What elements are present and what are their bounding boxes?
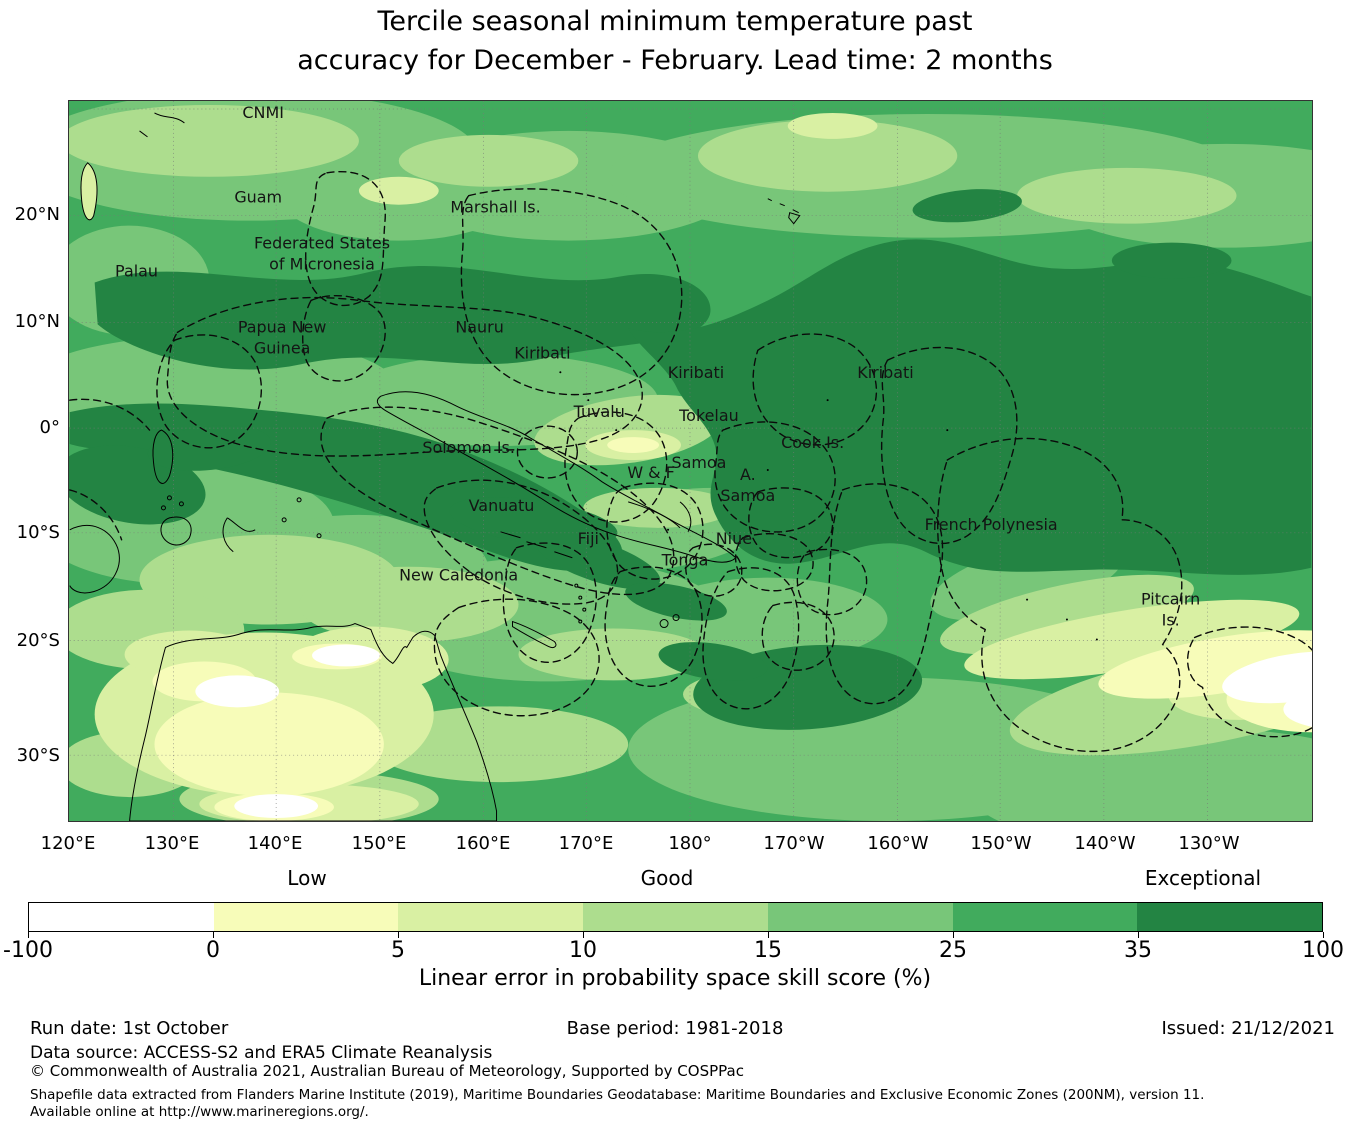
x-tick-label: 170°W bbox=[763, 833, 825, 854]
y-tick-label: 10°N bbox=[14, 311, 60, 332]
y-tick-label: 0° bbox=[39, 417, 60, 438]
map-canvas: CNMI Guam Marshall Is. Federated States of M… bbox=[69, 101, 1312, 821]
copyright-text: © Commonwealth of Australia 2021, Austra… bbox=[30, 1062, 744, 1080]
region-label-tokelau: Tokelau bbox=[678, 406, 739, 425]
y-tick-label: 20°N bbox=[14, 204, 60, 225]
data-source-text: Data source: ACCESS-S2 and ERA5 Climate … bbox=[30, 1043, 493, 1063]
x-tick-label: 160°W bbox=[867, 833, 929, 854]
region-label-vanuatu: Vanuatu bbox=[469, 496, 535, 515]
coastlines bbox=[69, 112, 801, 821]
colorbar-segment bbox=[583, 903, 768, 931]
figure-title-line2: accuracy for December - February. Lead t… bbox=[297, 45, 1053, 76]
colorbar-tick-label: 100 bbox=[1302, 938, 1344, 963]
colorbar-tick-mark bbox=[953, 932, 954, 938]
figure-title: Tercile seasonal minimum temperature pas… bbox=[0, 2, 1350, 80]
region-label-cook-is-: Cook Is. bbox=[781, 433, 844, 452]
legend-quality-label: Exceptional bbox=[1144, 866, 1262, 890]
colorbar-tick-mark bbox=[1138, 932, 1139, 938]
run-date-text: Run date: 1st October bbox=[30, 1018, 229, 1039]
figure-title-line1: Tercile seasonal minimum temperature pas… bbox=[377, 6, 973, 37]
issued-date-text: Issued: 21/12/2021 bbox=[1161, 1018, 1335, 1039]
colorbar-tick-label: 35 bbox=[1124, 938, 1152, 963]
region-label-cnmi: CNMI bbox=[242, 103, 284, 122]
pacific-skill-map: CNMI Guam Marshall Is. Federated States of M… bbox=[68, 100, 1313, 822]
y-tick-label: 10°S bbox=[16, 522, 60, 543]
region-label-marshall-is-: Marshall Is. bbox=[450, 198, 540, 217]
region-label-w-f: W & F bbox=[627, 463, 675, 482]
region-label-french-polynesia: French Polynesia bbox=[925, 515, 1058, 534]
colorbar-tick-mark bbox=[398, 932, 399, 938]
region-label-a-samoa: A. Samoa bbox=[720, 465, 775, 505]
x-tick-label: 150°W bbox=[970, 833, 1032, 854]
atoll-dots bbox=[537, 349, 1098, 641]
colorbar-tick-label: 5 bbox=[391, 938, 405, 963]
region-label-tonga: Tonga bbox=[661, 551, 709, 570]
skill-band-35-100 bbox=[69, 189, 1312, 730]
base-period-text: Base period: 1981-2018 bbox=[566, 1018, 784, 1039]
colorbar-tick-label: -100 bbox=[3, 938, 53, 963]
region-label-federated-states-of-micronesia: Federated States of Micronesia bbox=[254, 234, 390, 274]
region-label-guam: Guam bbox=[234, 188, 282, 207]
colorbar-tick-label: 0 bbox=[206, 938, 220, 963]
region-label-papua-new-guinea: Papua New Guinea bbox=[238, 317, 326, 357]
region-label-kiribati: Kiribati bbox=[514, 343, 570, 362]
colorbar-segment bbox=[29, 903, 214, 931]
x-tick-label: 150°E bbox=[351, 833, 407, 854]
region-label-kiribati: Kiribati bbox=[668, 363, 724, 382]
legend-quality-label: Low bbox=[287, 866, 327, 890]
x-tick-label: 120°E bbox=[40, 833, 96, 854]
colorbar-segment bbox=[952, 903, 1138, 931]
x-tick-label: 140°W bbox=[1074, 833, 1136, 854]
colorbar-segment bbox=[1137, 903, 1323, 931]
region-labels: CNMI Guam Marshall Is. Federated States of M… bbox=[115, 103, 1200, 630]
region-label-pitcairn-is-: Pitcairn Is. bbox=[1141, 590, 1200, 630]
colorbar-tick-label: 25 bbox=[939, 938, 967, 963]
skill-band-negative bbox=[195, 644, 1312, 819]
graticule bbox=[69, 101, 1312, 821]
x-tick-label: 160°E bbox=[455, 833, 511, 854]
eez-boundaries bbox=[69, 171, 1312, 753]
colorbar-tick-label: 10 bbox=[569, 938, 597, 963]
x-tick-label: 140°E bbox=[247, 833, 303, 854]
y-tick-label: 30°S bbox=[16, 745, 60, 766]
region-label-tuvalu: Tuvalu bbox=[573, 402, 625, 421]
colorbar-tick-mark bbox=[583, 932, 584, 938]
colorbar-axis-label: Linear error in probability space skill … bbox=[418, 966, 932, 991]
x-tick-label: 130°E bbox=[144, 833, 200, 854]
y-tick-label: 20°S bbox=[16, 630, 60, 651]
colorbar-tick-mark bbox=[768, 932, 769, 938]
region-label-nauru: Nauru bbox=[455, 317, 503, 336]
colorbar-segment bbox=[767, 903, 953, 931]
region-label-fiji: Fiji bbox=[578, 529, 599, 548]
colorbar-tick-label: 15 bbox=[754, 938, 782, 963]
x-tick-label: 180° bbox=[668, 833, 712, 854]
region-label-palau: Palau bbox=[115, 262, 158, 281]
region-label-kiribati: Kiribati bbox=[857, 363, 913, 382]
colorbar bbox=[28, 902, 1323, 932]
colorbar-tick-mark bbox=[1323, 932, 1324, 938]
colorbar-segment bbox=[213, 903, 399, 931]
legend-quality-label: Good bbox=[640, 866, 694, 890]
colorbar-segment bbox=[398, 903, 584, 931]
colorbar-tick-mark bbox=[213, 932, 214, 938]
x-tick-label: 170°E bbox=[558, 833, 614, 854]
x-tick-label: 130°W bbox=[1178, 833, 1240, 854]
colorbar-tick-mark bbox=[28, 932, 29, 938]
region-label-solomon-is-: Solomon Is. bbox=[422, 438, 515, 457]
shapefile-note-text: Shapefile data extracted from Flanders M… bbox=[30, 1087, 1205, 1120]
region-label-samoa: Samoa bbox=[672, 453, 727, 472]
region-label-new-caledonia: New Caledonia bbox=[399, 566, 518, 585]
region-label-niue: Niue bbox=[716, 529, 752, 548]
